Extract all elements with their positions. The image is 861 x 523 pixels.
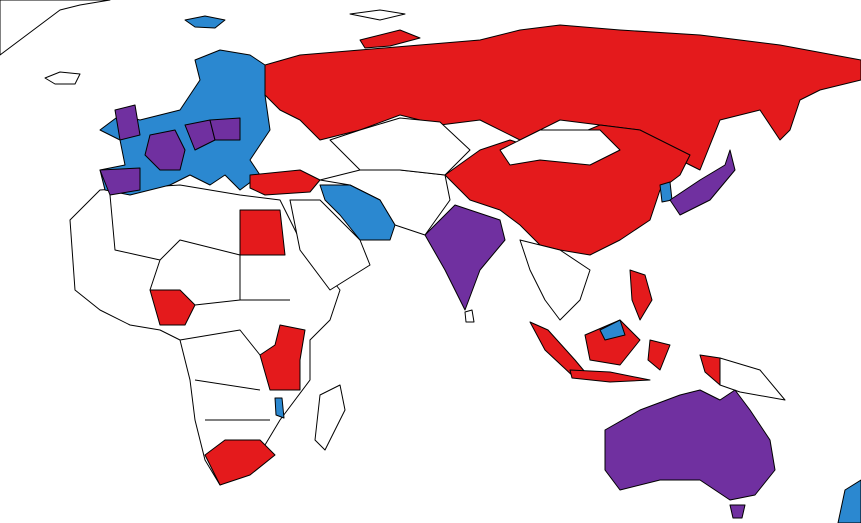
country xyxy=(274,397,285,419)
island xyxy=(729,504,746,519)
europe xyxy=(99,49,321,196)
land xyxy=(314,384,346,451)
island xyxy=(569,369,651,383)
africa xyxy=(69,184,346,486)
country xyxy=(499,129,621,166)
island xyxy=(647,339,671,371)
country xyxy=(264,24,861,171)
country xyxy=(329,117,471,176)
country xyxy=(669,149,736,216)
country xyxy=(114,104,141,141)
country xyxy=(259,324,306,391)
island xyxy=(359,29,421,49)
oceania xyxy=(604,389,861,523)
island xyxy=(464,309,475,323)
country xyxy=(239,209,286,256)
country xyxy=(629,269,653,321)
land xyxy=(349,9,406,21)
land xyxy=(44,71,81,85)
country xyxy=(319,184,396,241)
island xyxy=(719,357,786,401)
country xyxy=(184,15,226,29)
asia xyxy=(264,24,861,401)
country xyxy=(424,204,506,311)
country xyxy=(659,181,673,203)
land xyxy=(289,199,371,291)
country xyxy=(249,169,321,196)
country xyxy=(99,167,141,196)
country xyxy=(204,439,276,486)
country xyxy=(599,319,626,341)
borders xyxy=(109,194,290,421)
country xyxy=(209,117,241,141)
country xyxy=(837,479,861,523)
country xyxy=(149,289,196,326)
country xyxy=(604,389,776,501)
island xyxy=(529,321,591,379)
country xyxy=(144,129,186,171)
middle-east xyxy=(289,169,451,291)
island xyxy=(699,354,721,386)
land xyxy=(519,239,591,321)
greenland xyxy=(0,0,406,85)
land xyxy=(0,0,111,56)
